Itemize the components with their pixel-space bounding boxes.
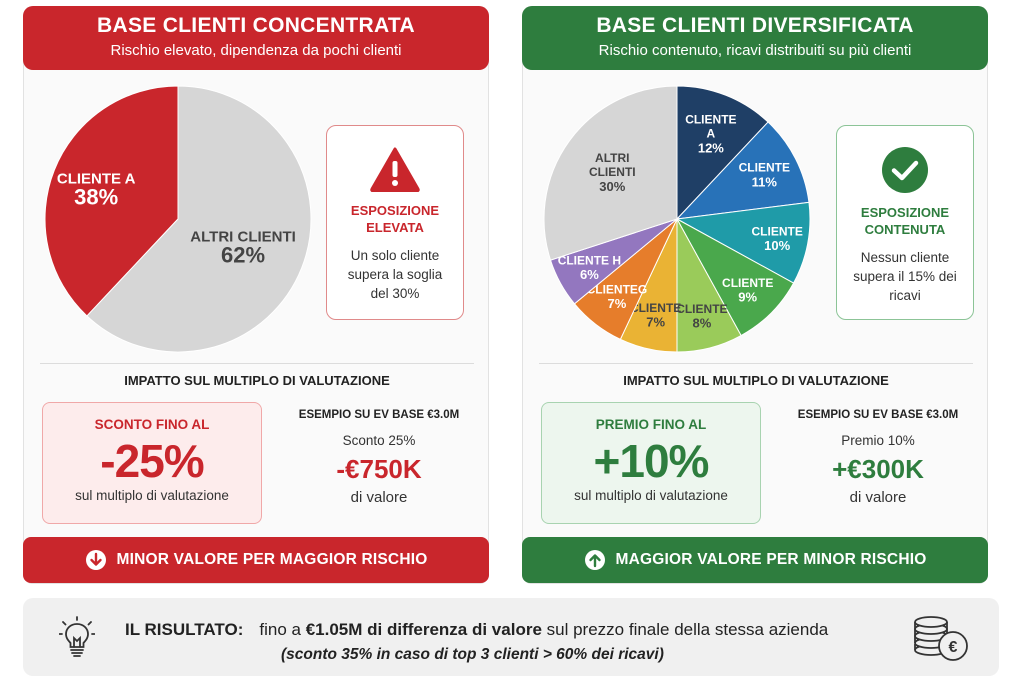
footer-label: MAGGIOR VALORE PER MINOR RISCHIO [615,551,927,568]
slice-value: 7% [646,314,665,329]
example-block: ESEMPIO SU EV BASE €3.0M Sconto 25% -€75… [279,409,479,506]
divider [539,363,973,364]
slice-name: CLIENTEG [587,283,648,297]
lightbulb-icon [59,616,95,657]
result-line: IL RISULTATO: fino a €1.05M di differenza… [125,620,828,640]
example-block: ESEMPIO SU EV BASE €3.0M Premio 10% +€30… [778,409,978,506]
exposure-title: ESPOSIZIONE CONTENUTA [860,205,950,237]
impact-title: IMPATTO SUL MULTIPLO DI VALUTAZIONE [124,373,390,388]
slice-name: CLIENTE [739,161,790,175]
slice-value: 6% [580,267,599,282]
pie-slice [675,121,810,220]
concentrated-panel: BASE CLIENTI CONCENTRATA Rischio elevato… [23,6,489,584]
panel-title: BASE CLIENTI CONCENTRATA [97,14,415,37]
discount-box: SCONTO FINO AL -25% sul multiplo di valu… [42,402,262,524]
exposure-body: Un solo cliente supera la soglia del 30% [347,248,443,301]
result-note: (sconto 35% in caso di top 3 clienti > 6… [281,646,664,663]
diversification-pie-chart: CLIENTEA12%CLIENTE11%CLIENTE10%CLIENTE9%… [543,85,811,353]
slice-value: 9% [738,290,757,305]
example-value: +€300K [832,454,924,484]
example-title: ESEMPIO SU EV BASE €3.0M [298,409,460,421]
slice-name: ALTRI CLIENTI [190,229,296,246]
panel-header: BASE CLIENTI CONCENTRATA Rischio elevato… [23,6,489,70]
result-label: IL RISULTATO: [125,620,244,639]
example-title: ESEMPIO SU EV BASE €3.0M [797,409,959,421]
slice-value: 30% [599,179,625,194]
slice-value: 62% [221,243,265,268]
slice-name: CLIENTE [722,276,773,290]
result-banner: IL RISULTATO: fino a €1.05M di differenza… [23,598,999,676]
slice-label: CLIENTE A38% [57,170,136,209]
example-value: -€750K [336,454,422,484]
discount-label: SCONTO FINO AL [94,417,210,432]
example-line: Premio 10% [841,433,915,448]
panel-footer: MINOR VALORE PER MAGGIOR RISCHIO [23,537,489,583]
panel-header: BASE CLIENTI DIVERSIFICATA Rischio conte… [522,6,988,70]
slice-name: CLIENTE [676,302,727,316]
slice-label: CLIENTE H6% [558,253,621,282]
slice-value: 11% [752,174,778,189]
diversified-panel: BASE CLIENTI DIVERSIFICATA Rischio conte… [522,6,988,584]
example-sub: di valore [849,489,907,506]
panel-subtitle: Rischio elevato, dipendenza da pochi cli… [110,42,402,59]
slice-name: CLIENTE H [558,253,621,267]
premium-box: PREMIO FINO AL +10% sul multiplo di valu… [541,402,761,524]
slice-name: ALTRI [595,151,629,165]
exposure-body: Nessun cliente supera il 15% dei ricavi [853,250,957,303]
slice-name: CLIENTE [752,224,803,238]
premium-value: +10% [593,435,710,487]
slice-name: A [707,127,716,141]
footer-label: MINOR VALORE PER MAGGIOR RISCHIO [116,551,428,568]
slice-name: CLIENTE [685,113,736,127]
arrow-down-circle-icon [85,550,106,570]
result-text-bold: €1.05M di differenza di valore [305,620,542,639]
slice-value: 10% [764,238,790,253]
slice-value: 8% [692,316,711,331]
impact-title: IMPATTO SUL MULTIPLO DI VALUTAZIONE [623,373,889,388]
slice-value: 7% [608,296,627,311]
example-line: Sconto 25% [342,433,416,448]
divider [40,363,474,364]
panel-subtitle: Rischio contenuto, ricavi distribuiti su… [598,42,912,59]
panel-title: BASE CLIENTI DIVERSIFICATA [596,14,914,37]
premium-sub: sul multiplo di valutazione [574,488,728,503]
result-text-pre: fino a [259,620,301,639]
pie-slice [675,201,811,284]
slice-name: CLIENTI [589,165,636,179]
pie-slice [86,85,312,353]
pie-slice [676,85,769,221]
result-text-post: sul prezzo finale della stessa azienda [546,620,829,639]
pie-slice [44,85,179,317]
example-sub: di valore [350,489,408,506]
discount-sub: sul multiplo di valutazione [75,488,229,503]
exposure-callout: ESPOSIZIONE CONTENUTA Nessun cliente sup… [836,125,974,320]
discount-value: -25% [100,435,204,487]
exposure-callout: ESPOSIZIONE ELEVATA Un solo cliente supe… [326,125,464,320]
slice-name: CLIENTE A [57,170,136,187]
arrow-up-circle-icon [584,550,605,570]
coins-euro-icon: € [914,616,968,661]
svg-text:€: € [949,639,958,656]
pie-slice [543,85,678,261]
exposure-title: ESPOSIZIONE ELEVATA [350,203,440,235]
checkmark-icon [882,147,928,193]
slice-value: 12% [698,140,724,155]
slice-name: CLIENTE [630,301,681,315]
slice-value: 38% [74,185,118,210]
warning-icon [370,147,420,192]
panel-footer: MAGGIOR VALORE PER MINOR RISCHIO [522,537,988,583]
premium-label: PREMIO FINO AL [595,417,707,432]
